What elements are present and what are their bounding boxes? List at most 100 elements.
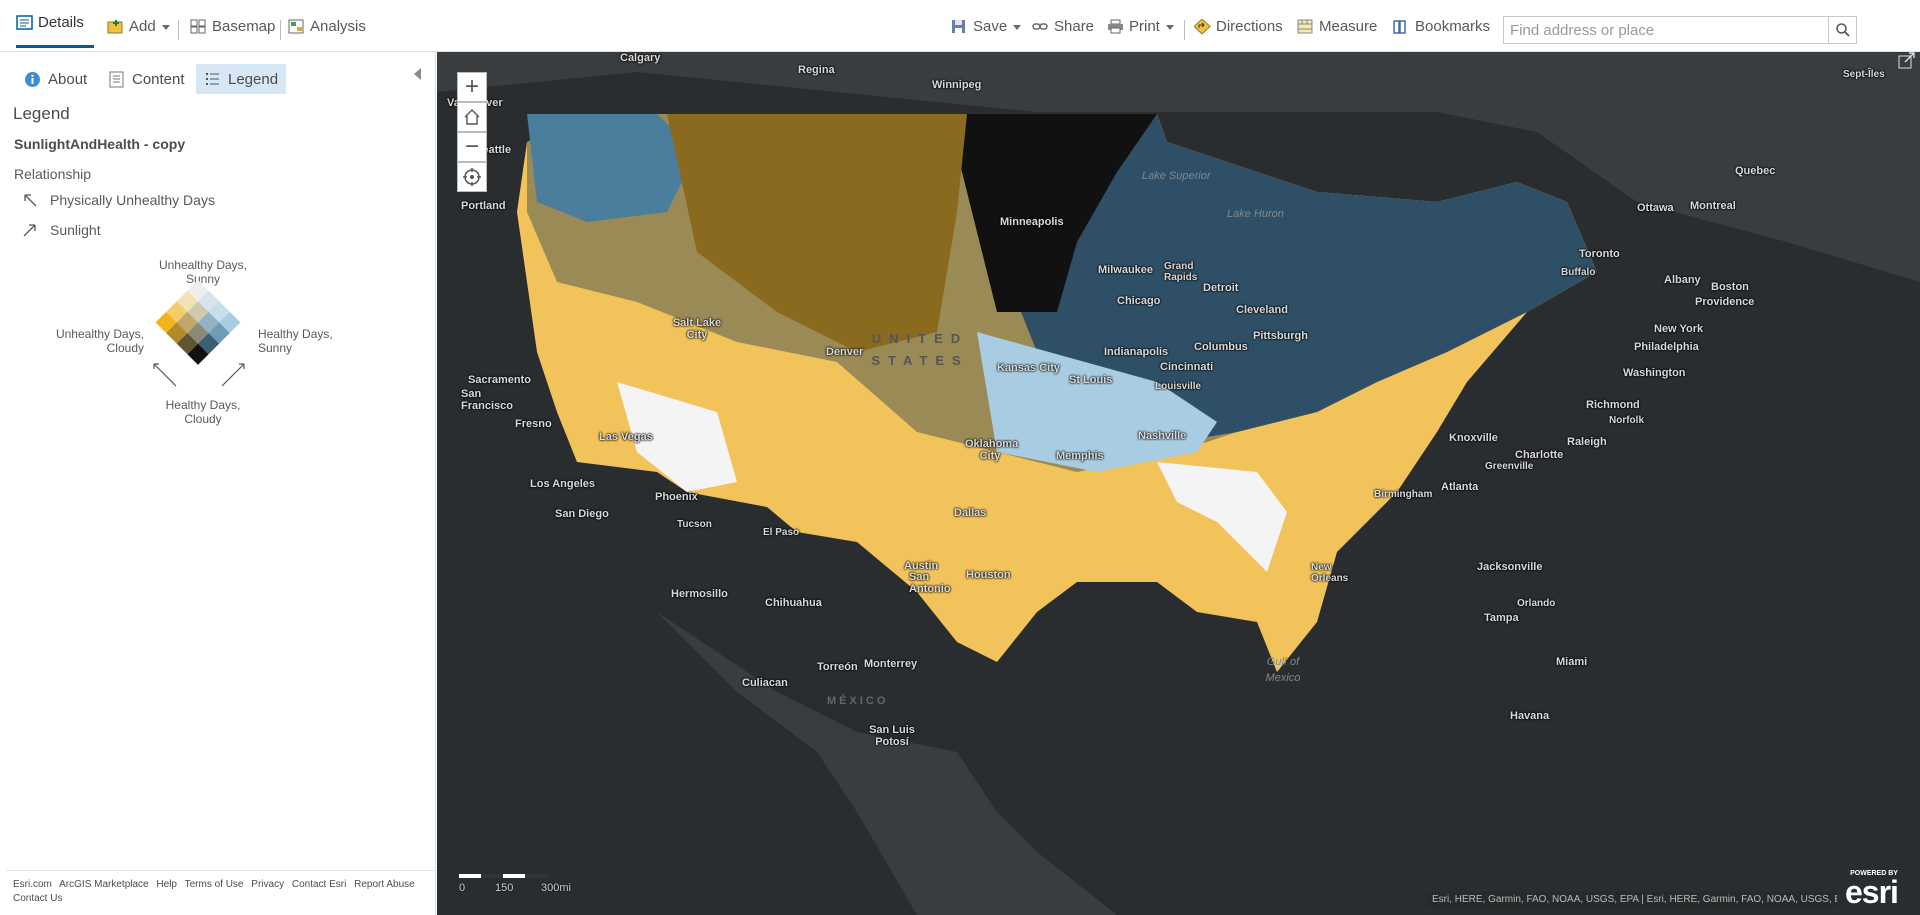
esri-logo[interactable]: POWERED BY esri	[1845, 870, 1899, 908]
scale-label-150: 150	[495, 882, 514, 894]
map-label-norfolk: Norfolk	[1609, 415, 1644, 426]
map-label-el-paso: El Paso	[763, 527, 800, 538]
map-label-winnipeg: Winnipeg	[932, 79, 982, 91]
map-label-columbus: Columbus	[1194, 341, 1248, 353]
map-label-raleigh: Raleigh	[1567, 436, 1607, 448]
chevron-down-icon	[1165, 24, 1174, 30]
esri-logo-text: esri	[1845, 874, 1899, 910]
expand-map-icon[interactable]	[1897, 52, 1917, 72]
diagram-label-bottom: Healthy Days, Cloudy	[138, 398, 268, 426]
printer-icon	[1107, 19, 1124, 34]
footer-links: Esri.com ArcGIS Marketplace Help Terms o…	[13, 878, 433, 906]
map-label-charlotte: Charlotte	[1515, 449, 1564, 461]
zoom-out-button[interactable]: −	[457, 132, 487, 162]
save-disk-icon	[951, 19, 968, 34]
footer-link-contact-esri[interactable]: Contact Esri	[291, 879, 347, 890]
map-label-san-francisco: San Francisco	[461, 388, 513, 412]
footer-link-marketplace[interactable]: ArcGIS Marketplace	[59, 879, 149, 890]
home-icon	[464, 109, 480, 125]
us-southwest-white-region	[617, 382, 737, 492]
share-button[interactable]: Share	[1032, 0, 1094, 52]
us-southeast-blue-region	[977, 332, 1217, 472]
map-label-new-york: New York	[1654, 323, 1704, 335]
map-label-calgary: Calgary	[620, 52, 661, 64]
diagram-label-top: Unhealthy Days, Sunny	[138, 258, 268, 286]
map-label-chicago: Chicago	[1117, 295, 1161, 307]
directions-button[interactable]: Directions	[1193, 0, 1283, 52]
map-label-albany: Albany	[1664, 274, 1701, 286]
footer-link-terms[interactable]: Terms of Use	[184, 879, 244, 890]
map-label-houston: Houston	[966, 569, 1011, 581]
us-northwest-region	[527, 114, 697, 222]
map-view[interactable]: Calgary Regina Winnipeg Vancouver Sept-Î…	[437, 52, 1920, 915]
map-label-kansas-city: Kansas City	[997, 362, 1060, 374]
measure-button[interactable]: Measure	[1297, 0, 1377, 52]
locate-button[interactable]	[457, 162, 487, 192]
map-canvas	[437, 52, 1920, 915]
analysis-label: Analysis	[310, 17, 366, 35]
diagram-label-left: Unhealthy Days, Cloudy	[34, 327, 144, 355]
legend-list-icon	[204, 71, 221, 88]
map-label-san-antonio: San Antonio	[909, 571, 951, 595]
basemap-label: Basemap	[212, 17, 276, 35]
axis-row-unhealthy-days: Physically Unhealthy Days	[22, 192, 215, 208]
collapse-panel-arrow-icon[interactable]	[414, 68, 421, 80]
tab-about-label: About	[48, 70, 88, 88]
save-button[interactable]: Save	[951, 0, 1022, 52]
search-button[interactable]	[1828, 17, 1856, 43]
relationship-label: Relationship	[14, 166, 92, 182]
tab-legend[interactable]: Legend	[196, 64, 287, 94]
basemap-grid-icon	[190, 19, 207, 34]
map-label-quebec: Quebec	[1735, 165, 1776, 177]
tab-about[interactable]: About	[16, 64, 95, 94]
add-button[interactable]: Add	[107, 0, 170, 52]
analysis-icon	[288, 19, 305, 34]
tab-content[interactable]: Content	[100, 64, 193, 94]
analysis-button[interactable]: Analysis	[288, 0, 366, 52]
map-label-los-angeles: Los Angeles	[530, 478, 595, 490]
legend-heading: Legend	[13, 104, 70, 123]
footer-link-report-abuse[interactable]: Report Abuse	[354, 879, 415, 890]
zoom-in-button[interactable]: +	[457, 72, 487, 102]
map-label-indianapolis: Indianapolis	[1104, 346, 1169, 358]
map-label-miami: Miami	[1556, 656, 1588, 668]
map-label-memphis: Memphis	[1056, 450, 1104, 462]
divider	[178, 20, 179, 40]
footer-link-help[interactable]: Help	[156, 879, 177, 890]
home-button[interactable]	[457, 102, 487, 132]
map-label-grand-rapids: Grand Rapids	[1164, 261, 1198, 283]
search-input[interactable]	[1504, 17, 1824, 43]
divider	[1184, 20, 1185, 40]
map-label-culiacan: Culiacan	[742, 677, 788, 689]
details-label: Details	[38, 14, 84, 31]
plus-icon: +	[464, 73, 479, 100]
basemap-button[interactable]: Basemap	[190, 0, 275, 52]
powered-by-label: POWERED BY	[1850, 870, 1898, 877]
chevron-down-icon	[161, 24, 170, 30]
map-label-chihuahua: Chihuahua	[765, 597, 822, 609]
map-label-louisville: Louisville	[1155, 381, 1202, 392]
diagram-label-top-line1: Unhealthy Days,	[158, 258, 248, 272]
ruler-icon	[1297, 19, 1314, 34]
divider	[280, 20, 281, 40]
diagram-label-bottom-line2: Cloudy	[184, 412, 222, 426]
details-button[interactable]: Details	[16, 0, 94, 48]
map-label-las-vegas: Las Vegas	[599, 431, 653, 443]
print-button[interactable]: Print	[1107, 0, 1174, 52]
map-label-nashville: Nashville	[1138, 430, 1187, 442]
info-icon	[24, 71, 41, 88]
map-label-hermosillo: Hermosillo	[671, 588, 728, 600]
footer-link-privacy[interactable]: Privacy	[251, 879, 285, 890]
map-label-portland: Portland	[461, 200, 506, 212]
scale-label-300mi: 300mi	[541, 882, 571, 894]
map-label-lake-superior: Lake Superior	[1142, 170, 1211, 182]
mexico-land	[657, 612, 1117, 915]
footer-link-contact-us[interactable]: Contact Us	[13, 893, 63, 904]
map-label-greenville: Greenville	[1485, 461, 1534, 472]
bookmarks-button[interactable]: Bookmarks	[1393, 0, 1490, 52]
map-label-monterrey: Monterrey	[864, 658, 918, 670]
map-label-torreon: Torreón	[817, 661, 858, 673]
footer-link-esri[interactable]: Esri.com	[13, 879, 52, 890]
add-label: Add	[129, 17, 156, 35]
map-label-havana: Havana	[1510, 710, 1550, 722]
